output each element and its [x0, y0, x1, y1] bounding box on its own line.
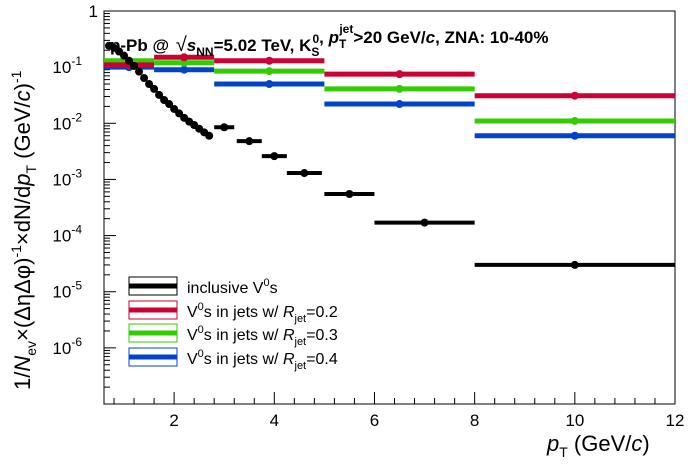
data-point: [265, 56, 274, 65]
chart-title: p-Pb @ √sNN=5.02 TeV, KS0, pTjet>20 GeV/…: [110, 22, 548, 59]
x-tick-label: 10: [565, 411, 584, 430]
data-point: [220, 123, 229, 132]
legend-entry-r03: V0s in jets w/ Rjet=0.3: [128, 323, 338, 348]
data-point: [165, 100, 174, 109]
y-tick-label: 10-3: [52, 166, 82, 189]
legend-entry-r04: V0s in jets w/ Rjet=0.4: [128, 347, 338, 372]
data-point: [570, 260, 579, 269]
data-point: [155, 90, 164, 99]
x-axis-title: pT (GeV/c): [546, 431, 650, 460]
data-point: [120, 51, 129, 60]
series-2: [104, 56, 675, 125]
y-tick-label: 10-1: [52, 54, 82, 77]
data-point: [125, 56, 134, 65]
series-0: [105, 41, 675, 269]
x-tick-label: 12: [666, 411, 685, 430]
y-tick-label: 10-2: [52, 110, 82, 133]
legend-label-r02: V0s in jets w/ Rjet=0.2: [187, 301, 338, 325]
y-tick-label: 10-5: [52, 279, 82, 302]
data-point: [395, 100, 404, 109]
data-point: [205, 131, 214, 140]
plot-frame: [103, 10, 676, 405]
data-point: [570, 91, 579, 100]
data-point: [265, 67, 274, 76]
data-point: [570, 131, 579, 140]
data-point: [150, 84, 159, 93]
legend-label-r03: V0s in jets w/ Rjet=0.3: [187, 324, 338, 348]
x-tick-label: 4: [270, 411, 279, 430]
data-point: [180, 53, 189, 62]
data-point: [270, 152, 279, 161]
data-point: [245, 137, 254, 146]
legend-entry-r02: V0s in jets w/ Rjet=0.2: [128, 300, 338, 325]
data-point: [395, 70, 404, 79]
x-tick-label: 6: [370, 411, 379, 430]
legend: inclusive V0s V0s in jets w/ Rjet=0.2 V0…: [128, 276, 338, 372]
axes: 2 4 6 8 10 12 1 10-1 10-2 10-3 10-4 10-5 10-6: [52, 2, 684, 430]
data-point: [420, 218, 429, 227]
legend-label-inclusive: inclusive V0s: [187, 277, 278, 297]
y-tick-label: 10-6: [52, 335, 82, 358]
data-point: [135, 67, 144, 76]
data-point: [145, 80, 154, 89]
legend-entry-inclusive: inclusive V0s: [128, 276, 278, 297]
y-tick-label: 1: [89, 2, 98, 21]
x-tick-label: 2: [169, 411, 178, 430]
data-point: [395, 84, 404, 93]
data-point: [140, 74, 149, 83]
x-tick-label: 8: [470, 411, 479, 430]
data-layer: [104, 41, 675, 269]
data-point: [570, 116, 579, 125]
data-point: [345, 190, 354, 199]
data-point: [180, 65, 189, 74]
data-point: [300, 169, 309, 178]
legend-label-r04: V0s in jets w/ Rjet=0.4: [187, 348, 338, 372]
series-1: [104, 53, 675, 100]
y-tick-label: 10-4: [52, 223, 82, 246]
y-axis-title: 1/Nev×(ΔηΔφ)-1×dN/dpT (GeV/c)-1: [8, 70, 39, 390]
data-point: [130, 61, 139, 70]
data-point: [265, 80, 274, 89]
